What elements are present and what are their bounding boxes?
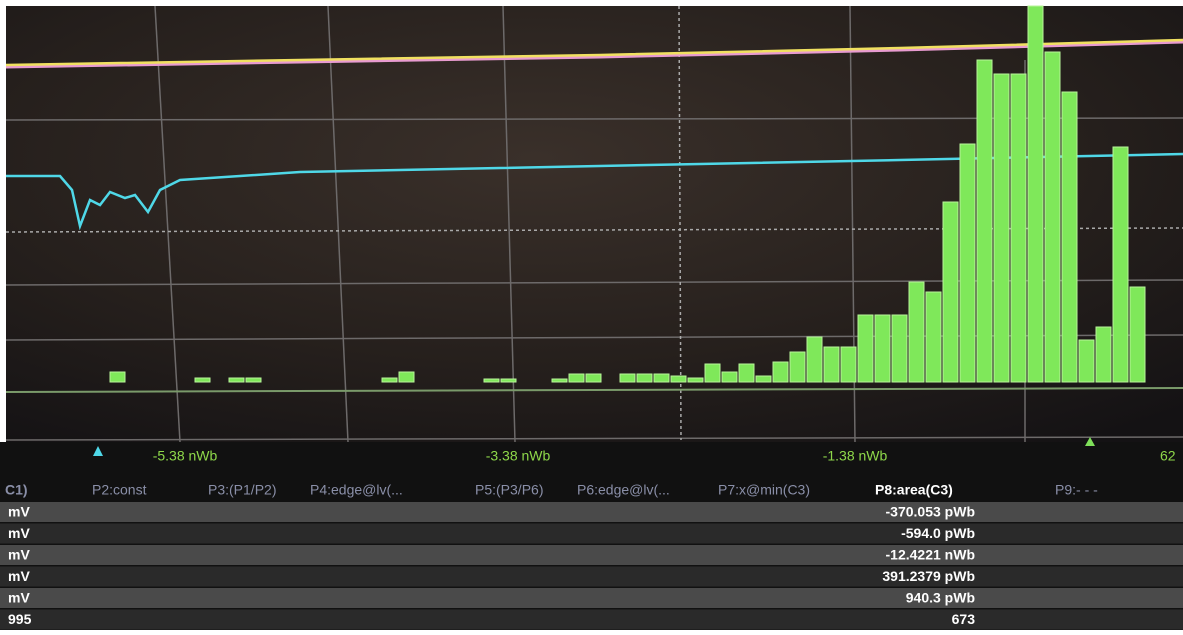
p8-value: -594.0 pWb xyxy=(901,525,975,541)
row-unit: mV xyxy=(8,547,30,563)
histogram-bar xyxy=(789,351,806,383)
histogram-bar xyxy=(381,377,398,383)
cursor-marker xyxy=(1085,437,1095,446)
p8-value: 673 xyxy=(952,611,976,627)
histogram-bar xyxy=(1044,51,1061,383)
row-unit: mV xyxy=(8,590,30,606)
histogram-bar xyxy=(500,378,517,383)
histogram-bar xyxy=(109,371,126,383)
histogram-bar xyxy=(245,377,262,383)
histogram-bar xyxy=(942,201,959,383)
axis-label: -1.38 nWb xyxy=(823,448,888,464)
histogram-bar xyxy=(687,377,704,383)
table-row xyxy=(0,523,1183,544)
histogram-bar xyxy=(551,378,568,383)
histogram-bar xyxy=(1095,326,1112,383)
histogram-bar xyxy=(568,373,585,383)
histogram-bar xyxy=(840,346,857,383)
histogram-bar xyxy=(993,73,1010,383)
p8-value: 940.3 pWb xyxy=(906,590,975,606)
histogram-bar xyxy=(925,291,942,383)
column-header: P2:const xyxy=(92,482,147,498)
trace-cyan xyxy=(6,152,1183,231)
center-v xyxy=(678,5,682,441)
p8-value: -370.053 pWb xyxy=(886,504,975,520)
cursor-marker xyxy=(93,446,103,456)
histogram-bar xyxy=(670,375,687,383)
row-unit: mV xyxy=(8,525,30,541)
histogram-bar xyxy=(959,143,976,383)
table-row xyxy=(0,566,1183,587)
histogram-bar xyxy=(704,363,721,383)
histogram-bar xyxy=(653,373,670,383)
column-header: P5:(P3/P6) xyxy=(475,482,543,498)
p8-value: -12.4221 nWb xyxy=(886,547,975,563)
histogram-bar xyxy=(755,375,772,383)
histogram xyxy=(109,5,1146,383)
histogram-bar xyxy=(483,378,500,383)
column-header: P3:(P1/P2) xyxy=(208,482,276,498)
column-header: P8:area(C3) xyxy=(875,482,953,498)
histogram-bar xyxy=(1061,91,1078,383)
histogram-bar xyxy=(874,314,891,383)
column-header: P6:edge@lv(... xyxy=(577,482,670,498)
row-unit: mV xyxy=(8,568,30,584)
row-unit: 995 xyxy=(8,611,32,627)
histogram-bar xyxy=(619,373,636,383)
histogram-bar xyxy=(857,314,874,383)
histogram-bar xyxy=(636,373,653,383)
table-row xyxy=(0,588,1183,608)
histogram-bar xyxy=(1129,286,1146,383)
histogram-bar xyxy=(908,281,925,383)
histogram-bar xyxy=(891,314,908,383)
column-header: P4:edge@lv(... xyxy=(310,482,403,498)
histogram-bar xyxy=(976,59,993,383)
histogram-bar xyxy=(1078,339,1095,383)
p8-value: 391.2379 pWb xyxy=(882,568,975,584)
table-row xyxy=(0,609,1183,630)
table-row xyxy=(0,545,1183,565)
histogram-bar xyxy=(823,346,840,383)
axis-label: 62 xyxy=(1160,448,1176,464)
measure-table: C1) P2:const P3:(P1/P2) P4:edge@lv(... P5:(P… xyxy=(0,482,1183,630)
column-header: C1) xyxy=(5,482,28,498)
histogram-bar xyxy=(228,377,245,383)
trace-yellow xyxy=(5,38,1183,67)
row-unit: mV xyxy=(8,504,30,520)
axis-label: -5.38 nWb xyxy=(153,448,218,464)
histogram-bar xyxy=(1010,73,1027,383)
trace-pink xyxy=(5,40,1183,69)
column-header: P9:- - - xyxy=(1055,482,1098,498)
histogram-bar xyxy=(721,371,738,383)
histogram-bar xyxy=(1112,146,1129,383)
histogram-bar xyxy=(194,377,211,383)
histogram-bar xyxy=(585,373,602,383)
axis-label: -3.38 nWb xyxy=(486,448,551,464)
histogram-bar xyxy=(772,361,789,383)
histogram-bar xyxy=(806,336,823,383)
histogram-baseline xyxy=(5,387,1183,393)
column-header: P7:x@min(C3) xyxy=(718,482,810,498)
table-row xyxy=(0,502,1183,522)
histogram-bar xyxy=(1027,5,1044,383)
histogram-bar xyxy=(738,363,755,383)
histogram-bar xyxy=(398,371,415,383)
